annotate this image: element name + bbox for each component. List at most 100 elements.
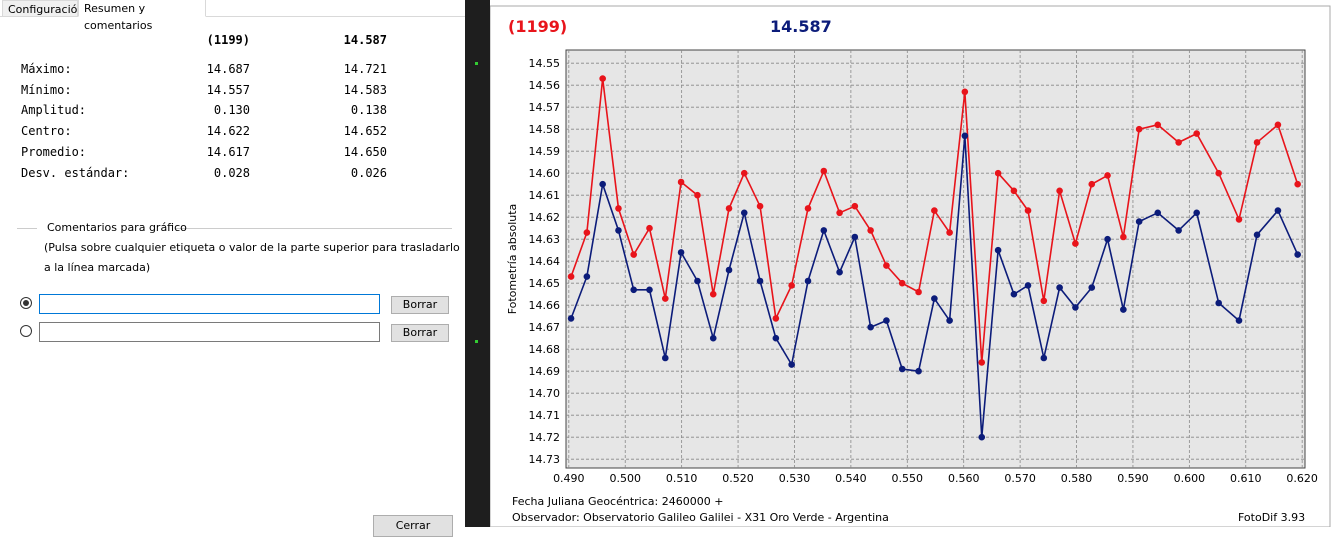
group-title: Comentarios para gráfico <box>47 221 187 234</box>
close-button[interactable]: Cerrar <box>373 515 453 537</box>
stats-header[interactable]: 14.587 <box>343 33 387 47</box>
data-point <box>1056 187 1063 195</box>
y-tick-label: 14.70 <box>529 387 561 400</box>
data-point <box>1010 290 1018 298</box>
x-tick-label: 0.600 <box>1174 472 1206 485</box>
data-point <box>820 227 828 234</box>
data-point <box>1154 121 1162 129</box>
data-point <box>583 273 591 280</box>
data-point <box>694 191 701 199</box>
data-point <box>646 286 653 294</box>
y-tick-label: 14.60 <box>529 167 561 180</box>
data-point <box>867 323 874 331</box>
y-tick-label: 14.63 <box>529 233 561 246</box>
tab-active[interactable]: Resumen y comentarios <box>78 0 206 32</box>
data-point <box>1175 227 1182 234</box>
dot <box>475 62 478 65</box>
x-tick-label: 0.590 <box>1117 472 1149 485</box>
stat-value[interactable]: 0.130 <box>213 103 250 117</box>
stat-label[interactable]: Amplitud: <box>21 103 87 117</box>
data-point <box>946 229 953 236</box>
data-point <box>1104 235 1111 243</box>
stat-value[interactable]: 14.652 <box>343 124 387 138</box>
y-tick-label: 14.68 <box>529 343 561 356</box>
data-point <box>1154 209 1162 217</box>
data-point <box>788 361 795 368</box>
clear-button[interactable]: Borrar <box>391 296 449 314</box>
data-point <box>1010 187 1018 195</box>
stat-label[interactable]: Promedio: <box>21 145 87 159</box>
chart: (1199) 14.587 Fotometría absoluta Fecha … <box>490 5 1331 527</box>
stat-value[interactable]: 0.028 <box>213 166 250 180</box>
data-point <box>978 359 986 366</box>
y-tick-label: 14.72 <box>529 431 561 444</box>
data-point <box>898 365 906 373</box>
plot-area <box>565 49 1306 469</box>
radio[interactable] <box>20 325 32 337</box>
data-point <box>646 224 653 232</box>
series-label: 14.587 <box>770 17 832 36</box>
clear-button[interactable]: Borrar <box>391 324 449 342</box>
data-point <box>851 233 859 241</box>
data-point <box>740 209 748 217</box>
data-point <box>615 205 622 212</box>
data-point <box>599 180 606 188</box>
data-point <box>1215 299 1222 307</box>
stat-value[interactable]: 14.687 <box>206 62 250 76</box>
data-point <box>836 268 843 276</box>
stat-value[interactable]: 14.583 <box>343 83 387 97</box>
stat-label[interactable]: Centro: <box>21 124 72 138</box>
data-point <box>1120 306 1127 313</box>
data-point <box>630 251 637 258</box>
data-point <box>725 205 733 212</box>
data-point <box>946 317 953 324</box>
radio[interactable] <box>20 297 32 309</box>
y-tick-label: 14.66 <box>529 299 561 312</box>
data-point <box>567 273 575 280</box>
stat-value[interactable]: 14.650 <box>343 145 387 159</box>
data-point <box>1253 231 1261 239</box>
stat-label[interactable]: Desv. estándar: <box>21 166 130 180</box>
data-point <box>1072 304 1079 311</box>
stat-value[interactable]: 14.557 <box>206 83 250 97</box>
stat-value[interactable]: 0.138 <box>350 103 387 117</box>
hint: a la línea marcada) <box>44 261 151 274</box>
data-point <box>630 286 637 294</box>
data-point <box>867 227 874 234</box>
stat-value[interactable]: 14.622 <box>206 124 250 138</box>
footer: Observador: Observatorio Galileo Galilei… <box>512 511 889 524</box>
stats-header[interactable]: (1199) <box>206 33 250 47</box>
x-tick-label: 0.530 <box>779 472 811 485</box>
splitter <box>465 0 490 527</box>
data-point <box>1072 240 1079 247</box>
comment-input[interactable] <box>39 294 380 314</box>
data-point <box>677 178 685 186</box>
tab[interactable]: Configuración <box>2 0 84 17</box>
stat-value[interactable]: 0.026 <box>350 166 387 180</box>
y-tick-label: 14.57 <box>529 101 561 114</box>
data-point <box>804 277 812 285</box>
stat-value[interactable]: 14.721 <box>343 62 387 76</box>
data-point <box>1235 317 1243 324</box>
data-point <box>1294 251 1301 258</box>
y-tick-label: 14.67 <box>529 321 561 334</box>
x-tick-label: 0.580 <box>1061 472 1093 485</box>
data-point <box>1175 139 1182 146</box>
data-point <box>661 295 669 302</box>
comment-input[interactable] <box>39 322 380 342</box>
data-point <box>1040 297 1048 305</box>
x-tick-label: 0.550 <box>892 472 924 485</box>
stat-label[interactable]: Mínimo: <box>21 83 72 97</box>
data-point <box>709 290 717 298</box>
data-point <box>915 288 922 296</box>
data-point <box>583 229 591 236</box>
summary-panel: Configuración Resumen y comentarios (119… <box>0 0 465 537</box>
data-point <box>931 295 938 302</box>
data-point <box>1024 207 1032 214</box>
data-point <box>1120 233 1127 241</box>
stat-value[interactable]: 14.617 <box>206 145 250 159</box>
x-tick-label: 0.520 <box>722 472 754 485</box>
data-point <box>756 202 764 210</box>
stat-label[interactable]: Máximo: <box>21 62 72 76</box>
